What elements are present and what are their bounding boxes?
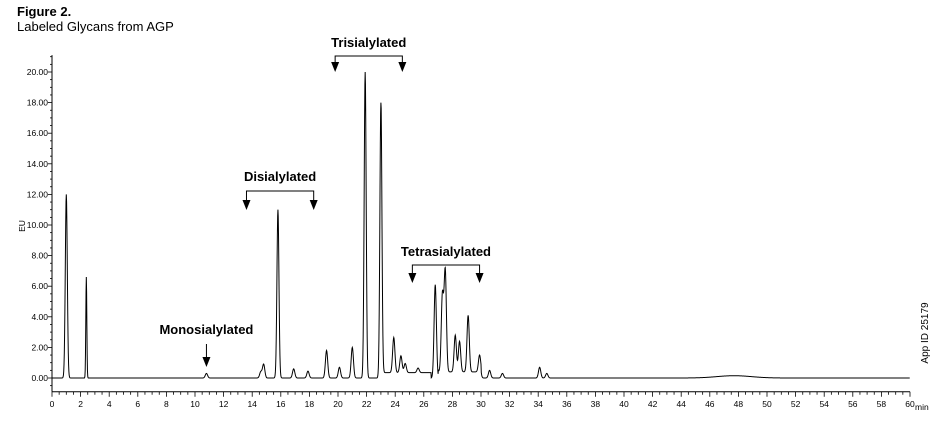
x-tick-label: 6 (135, 399, 140, 409)
app-id-label: App ID 25179 (920, 302, 931, 364)
arrow-down-icon (331, 62, 340, 72)
x-axis-unit: min (915, 402, 929, 412)
x-tick-label: 14 (247, 399, 257, 409)
x-tick-label: 60 (905, 399, 915, 409)
x-tick-label: 8 (164, 399, 169, 409)
x-tick-label: 40 (619, 399, 629, 409)
y-axis-label: EU (17, 220, 27, 232)
figure-subtitle: Labeled Glycans from AGP (17, 19, 174, 34)
y-tick-label: 8.00 (31, 251, 48, 261)
annotation-bracket (334, 55, 403, 62)
x-tick-label: 20 (333, 399, 343, 409)
x-tick-label: 30 (476, 399, 486, 409)
annotation-bracket (245, 190, 315, 200)
y-tick-label: 20.00 (27, 67, 49, 77)
x-tick-label: 16 (276, 399, 286, 409)
y-tick-label: 12.00 (27, 189, 49, 199)
arrow-down-icon (408, 273, 417, 283)
arrow-down-icon (398, 62, 407, 72)
y-tick-label: 14.00 (27, 159, 49, 169)
x-tick-label: 52 (791, 399, 801, 409)
axes: 0 2 4 6 8 10 12 14 16 18 20 22 24 26 28 30 32 34 36 38 40 42 4… (27, 55, 915, 409)
x-tick-label: 44 (676, 399, 686, 409)
x-tick-label: 38 (591, 399, 601, 409)
annotation-label: Disialylated (244, 169, 316, 184)
x-tick-label: 32 (505, 399, 515, 409)
annotations: Monosialylated Disialylated Trisialylated T… (159, 35, 491, 367)
x-tick-label: 28 (448, 399, 458, 409)
x-tick-label: 34 (533, 399, 543, 409)
arrow-down-icon (475, 273, 484, 283)
x-tick-label: 56 (848, 399, 858, 409)
arrow-down-icon (309, 200, 318, 210)
figure-number: Figure 2. (17, 4, 72, 19)
annotation-bracket (411, 264, 481, 273)
x-tick-label: 0 (50, 399, 55, 409)
x-tick-label: 50 (762, 399, 772, 409)
x-tick-label: 48 (734, 399, 744, 409)
x-tick-label: 22 (362, 399, 372, 409)
y-tick-label: 4.00 (31, 312, 48, 322)
y-tick-label: 6.00 (31, 281, 48, 291)
chromatogram-trace (52, 71, 910, 379)
y-tick-label: 10.00 (27, 220, 49, 230)
x-tick-label: 18 (305, 399, 315, 409)
x-tick-label: 24 (390, 399, 400, 409)
y-tick-label: 0.00 (31, 373, 48, 383)
y-tick-label: 18.00 (27, 98, 49, 108)
arrow-down-icon (202, 357, 211, 367)
annotation-label: Monosialylated (159, 322, 253, 337)
x-tick-label: 12 (219, 399, 229, 409)
x-tick-label: 10 (190, 399, 200, 409)
x-tick-label: 2 (78, 399, 83, 409)
x-tick-label: 46 (705, 399, 715, 409)
x-tick-label: 4 (107, 399, 112, 409)
x-tick-label: 58 (877, 399, 887, 409)
x-tick-label: 42 (648, 399, 658, 409)
x-tick-label: 26 (419, 399, 429, 409)
x-tick-label: 54 (819, 399, 829, 409)
y-tick-label: 16.00 (27, 128, 49, 138)
y-tick-label: 2.00 (31, 342, 48, 352)
arrow-down-icon (242, 200, 251, 210)
x-tick-label: 36 (562, 399, 572, 409)
annotation-label: Tetrasialylated (401, 244, 491, 259)
annotation-label: Trisialylated (331, 35, 406, 50)
